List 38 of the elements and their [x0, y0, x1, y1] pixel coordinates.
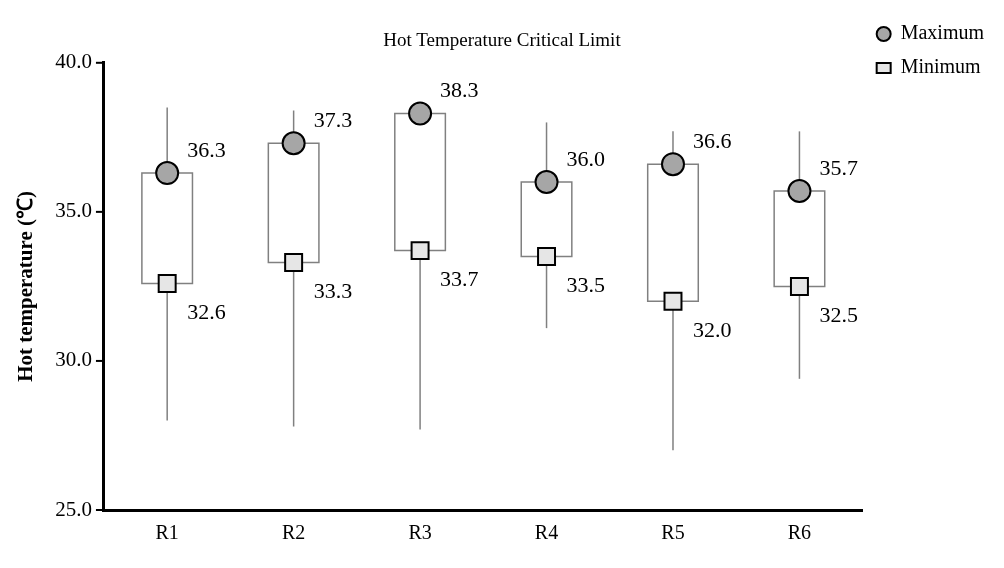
y-tick-label: 40.0: [55, 49, 92, 74]
data-label: 32.6: [187, 299, 226, 325]
y-tick-label: 25.0: [55, 496, 92, 521]
data-label: 33.7: [440, 266, 479, 292]
point: [787, 179, 812, 203]
point: [660, 152, 685, 177]
data-label: 33.3: [313, 278, 353, 304]
x-tick-label: R4: [534, 521, 559, 544]
point: [155, 161, 180, 186]
legend-label: Maximum: [900, 21, 985, 44]
point: [789, 276, 809, 296]
data-label: 36.6: [692, 127, 732, 153]
point: [284, 253, 304, 273]
data-label: 35.7: [819, 154, 858, 180]
y-tick-label: 30.0: [55, 347, 92, 372]
point: [410, 241, 430, 261]
x-tick-label: R1: [155, 521, 179, 544]
chart-title: Hot Temperature Critical Limit: [383, 29, 622, 51]
point: [663, 291, 683, 311]
data-label: 37.3: [313, 107, 353, 133]
x-tick-label: R5: [661, 521, 685, 544]
x-tick-label: R3: [408, 521, 432, 544]
data-label: 36.3: [187, 136, 226, 162]
data-label: 33.5: [566, 272, 606, 298]
point: [537, 247, 557, 267]
point: [157, 273, 177, 293]
data-label: 38.3: [440, 77, 479, 103]
x-tick-label: R2: [281, 521, 306, 544]
data-label: 32.0: [692, 317, 732, 343]
x-tick-label: R6: [787, 521, 812, 544]
data-label: 32.5: [819, 302, 858, 328]
y-tick-label: 35.0: [55, 198, 92, 223]
point: [408, 101, 433, 126]
y-axis-title: Hot temperature (℃): [13, 190, 38, 382]
legend-label: Minimum: [900, 55, 982, 78]
data-label: 36.0: [566, 145, 606, 171]
point: [534, 170, 559, 195]
point: [281, 131, 306, 156]
